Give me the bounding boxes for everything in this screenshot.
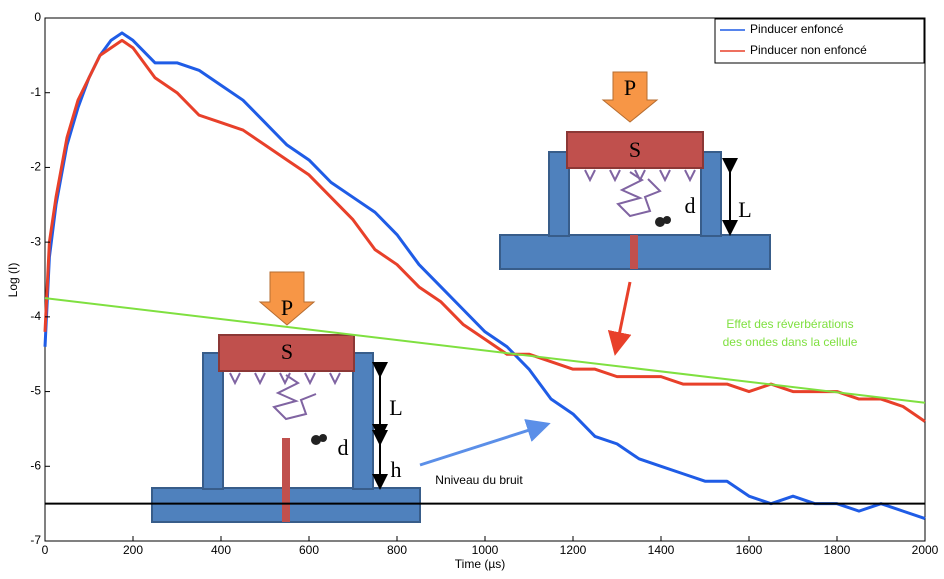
plot-frame xyxy=(44,17,926,542)
x-tick-label: 600 xyxy=(299,543,319,557)
y-tick-label: -3 xyxy=(30,234,41,248)
x-tick-label: 400 xyxy=(211,543,231,557)
y-tick-label: -6 xyxy=(30,458,41,472)
series-line xyxy=(43,38,926,423)
y-tick-label: 0 xyxy=(34,10,41,24)
x-tick-label: 200 xyxy=(123,543,143,557)
x-tick-label: 1000 xyxy=(472,543,499,557)
diagram-label: d xyxy=(685,193,696,218)
legend-label: Pinducer enfoncé xyxy=(750,22,844,36)
x-tick-label: 2000 xyxy=(912,543,939,557)
diagram-label: S xyxy=(281,339,293,364)
plot-area xyxy=(43,31,926,521)
annotation: des ondes dans la cellule xyxy=(723,335,858,349)
series-line xyxy=(43,31,926,521)
y-tick-label: -7 xyxy=(30,533,41,547)
annotation: Effet des réverbérations xyxy=(726,317,853,331)
y-tick-label: -2 xyxy=(30,160,41,174)
x-axis-label: Time (µs) xyxy=(455,557,505,571)
diagram-label: P xyxy=(624,75,636,100)
diagram-upper: P S d L xyxy=(499,71,771,270)
diagram-label: S xyxy=(629,137,641,162)
x-tick-label: 1800 xyxy=(824,543,851,557)
x-tick-label: 1600 xyxy=(736,543,763,557)
legend-label: Pinducer non enfoncé xyxy=(750,43,867,57)
y-tick-label: -5 xyxy=(30,384,41,398)
diagram-label: d xyxy=(338,435,349,460)
legend-box xyxy=(714,18,925,64)
diagram-label: P xyxy=(281,295,293,320)
diagram-label: h xyxy=(391,457,402,482)
diagram-label: L xyxy=(738,197,751,222)
y-tick-label: -1 xyxy=(30,85,41,99)
diagram-lower: P S d L h xyxy=(151,271,421,523)
x-tick-label: 1200 xyxy=(560,543,587,557)
y-axis-label: Log (I) xyxy=(6,263,20,298)
arrow xyxy=(607,281,632,356)
x-tick-label: 800 xyxy=(387,543,407,557)
x-tick-label: 0 xyxy=(42,543,49,557)
diagram-label: L xyxy=(389,395,402,420)
arrow xyxy=(419,419,551,467)
y-tick-label: -4 xyxy=(30,309,41,323)
annotation: Nniveau du bruit xyxy=(435,473,523,487)
reference-line xyxy=(44,297,926,404)
x-tick-label: 1400 xyxy=(648,543,675,557)
